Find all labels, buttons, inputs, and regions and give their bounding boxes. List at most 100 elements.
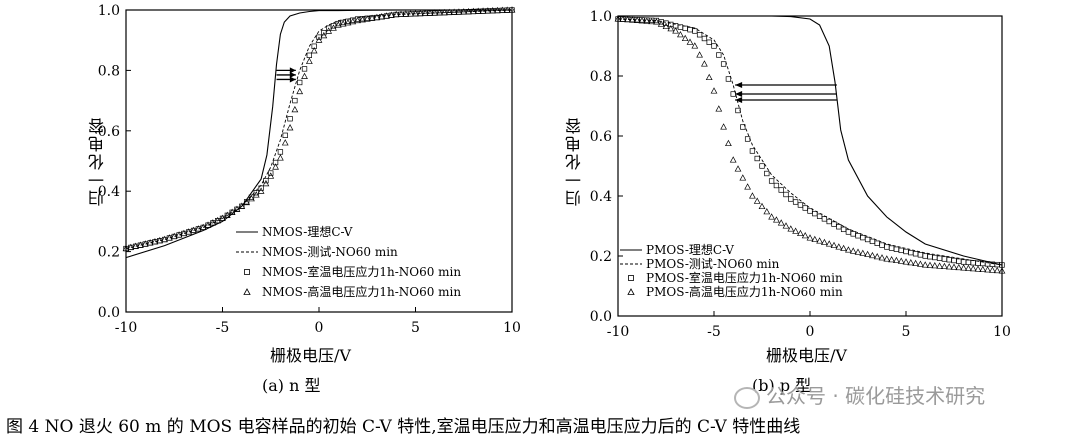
watermark-text: 公众号 · 碳化硅技术研究 [766, 384, 986, 408]
marker-triangle [407, 10, 415, 17]
marker-triangle [445, 8, 453, 16]
x-tick-label: 0 [806, 324, 815, 340]
marker-square [749, 148, 756, 154]
marker-triangle [325, 27, 333, 34]
marker-triangle [873, 253, 881, 260]
marker-square [912, 251, 919, 257]
marker-square [268, 170, 274, 176]
marker-triangle [624, 16, 631, 23]
marker-triangle [787, 225, 795, 232]
marker-triangle [248, 195, 255, 202]
marker-square [965, 259, 972, 266]
marker-triangle [416, 9, 424, 17]
marker-square [768, 178, 775, 184]
y-tick-label: 0.6 [98, 124, 120, 140]
y-tick-label: 0.0 [98, 305, 120, 321]
marker-triangle [998, 267, 1006, 274]
marker-triangle [397, 10, 405, 17]
marker-triangle [402, 10, 410, 17]
marker-triangle [412, 10, 419, 17]
marker-triangle [378, 13, 386, 20]
marker-triangle [460, 8, 468, 15]
marker-triangle [141, 240, 149, 247]
marker-square [836, 224, 842, 230]
marker-square [840, 226, 847, 233]
marker-triangle [864, 250, 871, 258]
series-line-2 [617, 18, 1003, 266]
marker-triangle [773, 216, 780, 223]
marker-triangle [840, 244, 847, 252]
marker-triangle [508, 6, 516, 13]
marker-triangle [194, 225, 202, 232]
x-tick-label: -10 [115, 320, 138, 336]
marker-square [764, 170, 770, 177]
marker-triangle [681, 34, 689, 42]
marker-triangle [161, 235, 168, 243]
marker-triangle [893, 256, 900, 264]
marker-triangle [657, 20, 665, 27]
marker-triangle [470, 7, 477, 15]
marker-square [792, 199, 799, 205]
marker-square [277, 149, 284, 155]
series-line-1 [618, 15, 1003, 266]
marker-triangle [619, 15, 627, 22]
marker-triangle [614, 15, 622, 22]
marker-square [716, 52, 722, 58]
marker-triangle [686, 38, 694, 45]
marker-triangle [455, 8, 463, 15]
marker-triangle [648, 17, 655, 25]
marker-triangle [132, 242, 140, 249]
marker-triangle [228, 208, 236, 215]
marker-square [946, 257, 952, 263]
marker-triangle [320, 31, 328, 39]
y-axis-label-a: 归一化电容 [88, 116, 107, 206]
shift-arrowhead [735, 91, 743, 97]
marker-triangle [233, 205, 241, 212]
subcaption-a: (a) n 型 [262, 376, 321, 395]
marker-triangle [821, 238, 828, 246]
marker-triangle [763, 208, 771, 215]
marker-triangle [667, 25, 675, 32]
marker-triangle [383, 12, 390, 19]
marker-triangle [777, 219, 785, 226]
marker-triangle [705, 73, 713, 81]
series-line-2 [125, 9, 513, 250]
marker-triangle [431, 9, 439, 16]
marker-square [788, 196, 794, 202]
marker-square [773, 182, 780, 189]
marker-square [874, 240, 880, 246]
marker-triangle [272, 163, 279, 170]
marker-triangle [912, 259, 919, 267]
marker-triangle [701, 60, 708, 67]
marker-triangle [190, 226, 197, 234]
subcaption-b: (b) p 型 [752, 376, 812, 395]
marker-square [917, 252, 924, 258]
y-tick-label: 1.0 [590, 9, 612, 25]
shift-arrowhead [289, 71, 296, 78]
figure-caption: 图 4 NO 退火 60 m 的 MOS 电容样品的初始 C-V 特性,室温电压… [6, 417, 801, 437]
marker-square [292, 97, 298, 104]
x-tick-label: -5 [707, 324, 721, 340]
marker-triangle [474, 7, 482, 14]
marker-square [740, 124, 746, 130]
legend-marker-square [628, 275, 634, 281]
marker-triangle [363, 15, 371, 22]
marker-triangle [883, 255, 891, 262]
marker-square [258, 185, 264, 191]
marker-triangle [782, 222, 790, 229]
marker-triangle [349, 17, 357, 25]
marker-square [898, 247, 904, 254]
marker-square [922, 253, 928, 259]
marker-square [936, 255, 943, 261]
marker-triangle [849, 247, 857, 254]
watermark: 公众号 · 碳化硅技术研究 [734, 380, 985, 409]
marker-triangle [281, 139, 289, 146]
marker-triangle [166, 234, 173, 241]
y-tick-label: 0.2 [590, 249, 612, 265]
marker-square [869, 238, 876, 245]
marker-square [941, 256, 948, 262]
y-tick-label: 0.4 [590, 189, 612, 205]
marker-triangle [926, 261, 934, 268]
marker-triangle [465, 7, 472, 15]
marker-triangle [426, 9, 434, 16]
